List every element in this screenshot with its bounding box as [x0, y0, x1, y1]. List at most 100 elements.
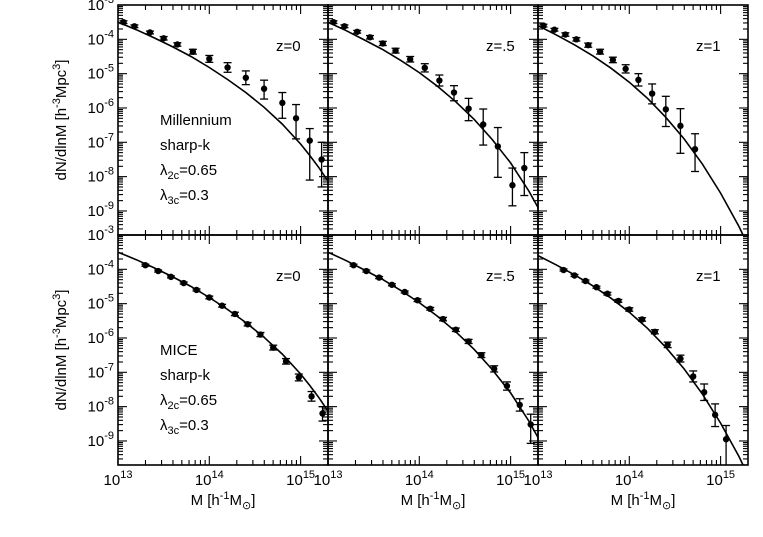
model-curve	[118, 21, 328, 182]
data-marker	[540, 22, 547, 29]
redshift-label: z=.5	[486, 38, 515, 55]
data-point	[603, 290, 612, 297]
data-marker	[651, 328, 659, 336]
simulation-label: MICE	[160, 342, 198, 359]
data-marker	[560, 266, 567, 274]
data-point	[406, 55, 415, 63]
data-point	[192, 286, 201, 294]
data-marker	[648, 90, 656, 97]
panel-r1-c1: z=.5	[327, 234, 539, 466]
data-marker	[439, 315, 447, 323]
x-tick-label: 1015	[286, 469, 315, 489]
y-tick-label: 10-5	[88, 63, 114, 83]
data-point	[119, 18, 128, 26]
data-point	[243, 321, 252, 328]
data-marker	[490, 365, 498, 373]
data-point	[648, 83, 657, 105]
data-point	[584, 41, 593, 49]
data-point	[550, 26, 559, 33]
data-point	[141, 262, 150, 269]
data-marker	[218, 302, 226, 309]
data-point	[269, 344, 278, 351]
panel-r0-c2: z=1	[537, 4, 749, 236]
data-point	[700, 383, 709, 402]
data-point	[479, 108, 488, 146]
x-tick-label: 1014	[195, 469, 224, 489]
redshift-label: z=1	[696, 268, 721, 285]
data-marker	[638, 316, 646, 323]
data-marker	[318, 156, 325, 163]
panel-r1-c0: z=0	[117, 234, 329, 466]
data-marker	[562, 31, 569, 38]
data-marker	[722, 436, 730, 443]
data-point	[634, 73, 643, 87]
data-point	[400, 288, 409, 296]
data-marker	[189, 48, 197, 55]
x-tick-label: 1013	[314, 469, 343, 489]
x-axis-title: M [h-1M⊙]	[401, 490, 466, 512]
data-marker	[366, 34, 374, 41]
panel-r1-c2: z=1	[537, 234, 749, 466]
data-marker	[308, 393, 315, 400]
data-marker	[206, 55, 213, 63]
data-marker	[509, 182, 516, 189]
filter-label: sharp-k	[160, 367, 211, 384]
data-marker	[527, 421, 534, 428]
data-marker	[282, 358, 290, 365]
data-marker	[142, 262, 149, 269]
data-marker	[573, 36, 580, 43]
y-tick-label: 10-9	[88, 200, 114, 220]
y-tick-label: 10-4	[88, 28, 114, 48]
x-tick-label: 1015	[706, 469, 735, 489]
data-point	[570, 272, 579, 279]
data-marker	[585, 41, 592, 49]
data-marker	[452, 326, 460, 333]
data-marker	[231, 310, 239, 318]
data-marker	[292, 115, 300, 122]
simulation-label: Millennium	[160, 112, 232, 129]
data-marker	[436, 77, 443, 84]
data-point	[450, 85, 458, 102]
data-point	[572, 36, 581, 43]
data-marker	[615, 297, 622, 305]
data-marker	[596, 48, 604, 55]
data-point	[260, 79, 269, 100]
data-marker	[154, 267, 162, 275]
data-point	[230, 310, 239, 318]
y-tick-label: 10-3	[88, 0, 114, 14]
data-point	[689, 370, 698, 383]
data-point	[464, 338, 473, 345]
data-point	[317, 141, 326, 188]
data-marker	[341, 23, 348, 30]
data-marker	[257, 331, 264, 338]
data-point	[625, 306, 634, 313]
data-marker	[664, 341, 671, 349]
data-point	[426, 305, 435, 313]
data-point	[278, 91, 287, 119]
data-marker	[711, 411, 719, 419]
data-point	[508, 167, 517, 207]
data-marker	[180, 279, 187, 287]
data-point	[661, 95, 670, 128]
data-point	[159, 35, 168, 42]
data-marker	[174, 41, 181, 48]
panel-r0-c0: z=0	[117, 4, 329, 236]
data-marker	[193, 286, 200, 294]
y-tick-label: 10-8	[88, 166, 114, 186]
data-marker	[582, 277, 589, 285]
data-marker	[363, 267, 370, 275]
data-point	[490, 365, 499, 373]
data-marker	[450, 89, 458, 96]
data-point	[223, 62, 232, 73]
data-point	[145, 29, 154, 36]
data-point	[349, 262, 358, 269]
data-marker	[375, 274, 383, 281]
y-tick-label: 10-6	[88, 97, 114, 117]
data-marker	[677, 355, 684, 362]
data-point	[608, 56, 617, 64]
data-marker	[242, 74, 250, 81]
data-marker	[516, 401, 523, 409]
data-marker	[295, 374, 302, 381]
data-point	[515, 398, 524, 412]
data-point	[650, 328, 659, 336]
